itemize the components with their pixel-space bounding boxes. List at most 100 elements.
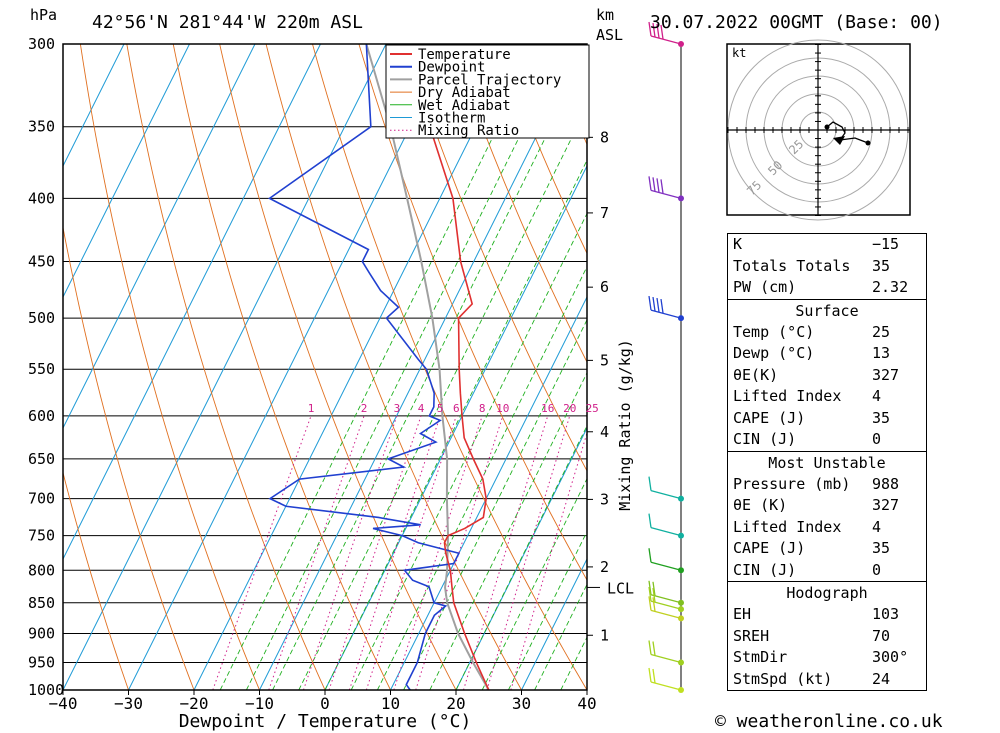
- wind-barb-feather: [656, 297, 660, 313]
- km-tick-label: 5: [600, 351, 609, 369]
- wind-barb-staff: [650, 594, 682, 604]
- wind-barb-staff: [650, 489, 682, 500]
- km-tick-label: 7: [600, 204, 609, 222]
- x-tick-label: −30: [114, 694, 143, 713]
- storm-motion-marker: [833, 136, 845, 145]
- eh-row: EH 103: [733, 605, 900, 623]
- axes: 1 2 3 4 5 6 8 10 16 20 25−40 −30 −20 −10 0 10 20 30 403003…: [28, 35, 634, 713]
- wind-barb: [648, 586, 682, 610]
- surface-title: Surface: [795, 301, 859, 320]
- wet-adiabat: [507, 530, 587, 690]
- wind-barb-feather: [652, 641, 656, 656]
- km-tick-label: 8: [600, 128, 609, 146]
- location-title: 42°56'N 281°44'W 220m ASL: [92, 12, 363, 33]
- wind-barb-feather: [652, 581, 656, 596]
- km-tick-label: 6: [600, 278, 609, 296]
- wind-barb-staff: [650, 561, 682, 571]
- wind-barb: [648, 476, 682, 500]
- wind-barb-feather: [648, 667, 652, 683]
- wind-barb-staff: [650, 609, 682, 619]
- surface-cape-row: CAPE (J) 35: [733, 408, 891, 427]
- mixing-ratio-tick-label: 5: [437, 402, 444, 415]
- wind-barb-feather: [652, 177, 656, 192]
- legend-label: Parcel Trajectory: [418, 72, 561, 88]
- km-tick-label: 2: [600, 558, 609, 576]
- wind-barb: [648, 580, 682, 604]
- pressure-tick-label: 650: [28, 450, 55, 468]
- wind-barb-feather: [652, 296, 656, 312]
- mixing-ratio-line: [268, 415, 365, 690]
- mixing-ratio-line: [328, 415, 422, 690]
- x-tick-label: 10: [381, 694, 400, 713]
- isotherm: [390, 295, 587, 690]
- mu-pressure-row: Pressure (mb) 988: [733, 474, 900, 493]
- pressure-tick-label: 600: [28, 407, 55, 425]
- mixing-ratio-tick-label: 2: [361, 402, 368, 415]
- mixing-ratio-tick-label: 6: [453, 402, 460, 415]
- wet-adiabat: [219, 44, 540, 690]
- sreh-row: SREH 70: [733, 626, 891, 645]
- mixing-ratio-tick-label: 25: [586, 402, 599, 415]
- wind-barb-staff: [650, 681, 682, 691]
- datetime-title: 30.07.2022 00GMT (Base: 00): [650, 12, 943, 33]
- height-ref-label: ASL: [596, 26, 623, 44]
- dry-adiabat: [312, 44, 587, 690]
- mixing-ratio-line: [303, 415, 398, 690]
- most-unstable-box: Most Unstable Pressure (mb) 988 θE (K) 327…: [727, 451, 927, 582]
- wind-barb-staff: [650, 189, 682, 199]
- height-unit-label: km: [596, 6, 614, 24]
- wind-barb-feather: [656, 23, 660, 39]
- isotherm: [128, 44, 452, 690]
- wind-barb-feather: [652, 597, 656, 612]
- x-tick-label: −10: [245, 694, 274, 713]
- wet-adiabat: [403, 318, 587, 690]
- legend-label: Dewpoint: [418, 60, 485, 76]
- dry-adiabat: [404, 44, 587, 472]
- hodograph-params-title: Hodograph: [786, 584, 868, 602]
- legend-label: Mixing Ratio: [418, 123, 519, 139]
- wind-barb: [648, 596, 682, 619]
- km-tick-label: 4: [600, 423, 609, 441]
- hodograph-point: [824, 124, 830, 130]
- surface-li-row: Lifted Index 4: [733, 387, 882, 405]
- wet-adiabat: [272, 52, 587, 690]
- wind-barb-feather: [648, 596, 652, 611]
- wind-barb-staff: [650, 35, 682, 45]
- pressure-tick-label: 1000: [28, 681, 64, 699]
- wind-barb-feather: [648, 580, 652, 595]
- wind-barb-feather: [648, 476, 652, 491]
- wind-barb-feather: [648, 548, 652, 563]
- hodograph-trace: [826, 121, 846, 141]
- pressure-tick-label: 800: [28, 561, 55, 579]
- km-tick-label: 1: [600, 626, 609, 644]
- wind-barb-feather: [648, 586, 652, 602]
- wind-barb: [648, 295, 682, 319]
- isotherm: [259, 44, 583, 690]
- pw-row: PW (cm) 2.32: [733, 278, 909, 296]
- isotherm: [63, 44, 387, 690]
- surface-cin-row: CIN (J) 0: [733, 430, 882, 448]
- pressure-tick-label: 900: [28, 624, 55, 642]
- wet-adiabat: [324, 159, 587, 690]
- pressure-tick-label: 350: [28, 118, 55, 136]
- dry-adiabat: [916, 44, 1000, 690]
- dry-adiabat: [451, 44, 587, 364]
- pressure-tick-label: 300: [28, 35, 55, 53]
- mu-thetae-row: θE (K) 327: [733, 496, 900, 514]
- hodograph-trace: [839, 137, 869, 144]
- mixing-ratio-line: [510, 431, 587, 690]
- mixing-ratio-tick-label: 10: [496, 402, 509, 415]
- wind-barb: [648, 176, 682, 199]
- x-tick-label: 20: [446, 694, 465, 713]
- wet-adiabat: [481, 477, 587, 690]
- stmspd-row: StmSpd (kt) 24: [733, 669, 891, 688]
- wind-barb-feather: [660, 298, 664, 314]
- most-unstable-title: Most Unstable: [768, 453, 886, 472]
- legend-label: Wet Adiabat: [418, 98, 511, 114]
- isotherm: [63, 44, 125, 168]
- mu-li-row: Lifted Index 4: [733, 517, 882, 536]
- temperature-line: [404, 44, 490, 690]
- km-tick-label: 3: [600, 490, 609, 508]
